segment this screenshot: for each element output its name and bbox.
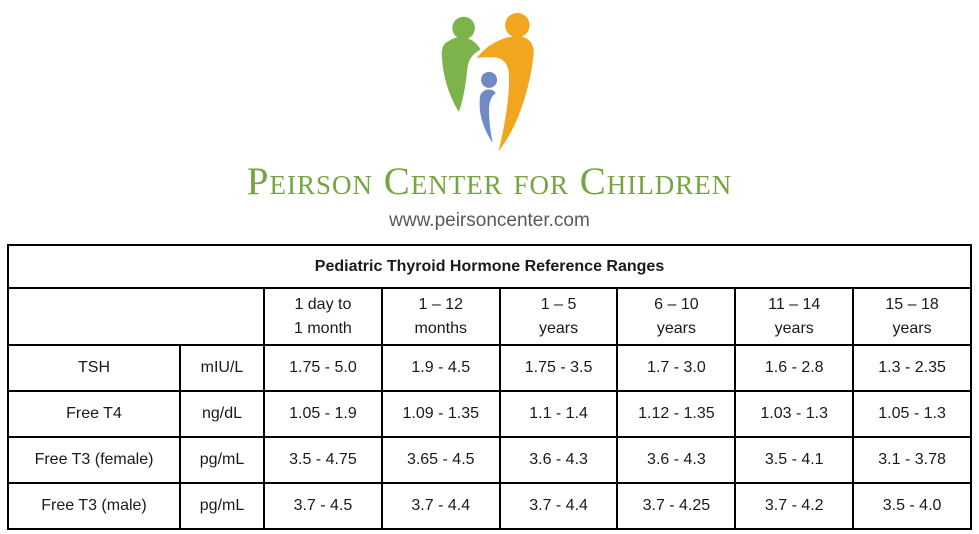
- reference-range-cell: 3.7 - 4.2: [734, 482, 855, 530]
- reference-range-cell: 3.6 - 4.3: [616, 436, 737, 484]
- corner-cell: [7, 287, 265, 346]
- row-unit: pg/mL: [179, 482, 265, 530]
- row-label: Free T4: [7, 390, 181, 438]
- brand-website-url: www.peirsoncenter.com: [389, 210, 590, 231]
- reference-range-cell: 3.6 - 4.3: [498, 436, 619, 484]
- reference-range-cell: 3.5 - 4.0: [852, 482, 972, 530]
- row-label: TSH: [7, 344, 181, 392]
- age-header-row: 1 day to 1 month 1 – 12 months 1 – 5 yea…: [7, 287, 972, 346]
- age-column-header: 11 – 14 years: [734, 287, 855, 346]
- reference-range-cell: 1.3 - 2.35: [852, 344, 972, 392]
- row-label: Free T3 (male): [7, 482, 181, 530]
- age-column-header: 1 day to 1 month: [263, 287, 383, 346]
- reference-range-cell: 1.9 - 4.5: [380, 344, 501, 392]
- table-row-free-t4: Free T4 ng/dL 1.05 - 1.9 1.09 - 1.35 1.1…: [7, 390, 972, 438]
- child-figure: [479, 71, 497, 143]
- reference-range-cell: 3.7 - 4.5: [263, 482, 383, 530]
- reference-range-cell: 3.1 - 3.78: [852, 436, 972, 484]
- reference-range-table: Pediatric Thyroid Hormone Reference Rang…: [7, 244, 972, 530]
- age-column-header: 1 – 5 years: [498, 287, 619, 346]
- reference-range-cell: 3.7 - 4.25: [616, 482, 737, 530]
- reference-range-cell: 3.7 - 4.4: [498, 482, 619, 530]
- brand-wordmark: Peirson Center for Children: [246, 160, 733, 203]
- row-unit: ng/dL: [179, 390, 265, 438]
- age-column-header: 1 – 12 months: [380, 287, 501, 346]
- reference-range-cell: 1.6 - 2.8: [734, 344, 855, 392]
- reference-range-cell: 1.75 - 5.0: [263, 344, 383, 392]
- reference-range-cell: 1.09 - 1.35: [380, 390, 501, 438]
- reference-range-cell: 1.75 - 3.5: [498, 344, 619, 392]
- table-title: Pediatric Thyroid Hormone Reference Rang…: [7, 244, 972, 289]
- reference-range-cell: 1.12 - 1.35: [616, 390, 737, 438]
- reference-range-cell: 1.05 - 1.9: [263, 390, 383, 438]
- reference-range-cell: 3.7 - 4.4: [380, 482, 501, 530]
- table-title-row: Pediatric Thyroid Hormone Reference Rang…: [7, 244, 972, 289]
- table-row-tsh: TSH mIU/L 1.75 - 5.0 1.9 - 4.5 1.75 - 3.…: [7, 344, 972, 392]
- row-unit: pg/mL: [179, 436, 265, 484]
- table-row-free-t3-female: Free T3 (female) pg/mL 3.5 - 4.75 3.65 -…: [7, 436, 972, 484]
- reference-range-cell: 1.1 - 1.4: [498, 390, 619, 438]
- brand-header: Peirson Center for Children www.peirsonc…: [0, 0, 979, 232]
- reference-range-cell: 1.7 - 3.0: [616, 344, 737, 392]
- age-column-header: 6 – 10 years: [616, 287, 737, 346]
- row-label: Free T3 (female): [7, 436, 181, 484]
- reference-range-cell: 1.03 - 1.3: [734, 390, 855, 438]
- table-row-free-t3-male: Free T3 (male) pg/mL 3.7 - 4.5 3.7 - 4.4…: [7, 482, 972, 530]
- row-unit: mIU/L: [179, 344, 265, 392]
- family-heart-logo-icon: [441, 12, 534, 152]
- reference-range-cell: 3.65 - 4.5: [380, 436, 501, 484]
- reference-range-cell: 1.05 - 1.3: [852, 390, 972, 438]
- green-parent-figure: [441, 16, 481, 112]
- reference-range-cell: 3.5 - 4.1: [734, 436, 855, 484]
- orange-parent-figure: [476, 12, 534, 152]
- reference-range-cell: 3.5 - 4.75: [263, 436, 383, 484]
- age-column-header: 15 – 18 years: [852, 287, 972, 346]
